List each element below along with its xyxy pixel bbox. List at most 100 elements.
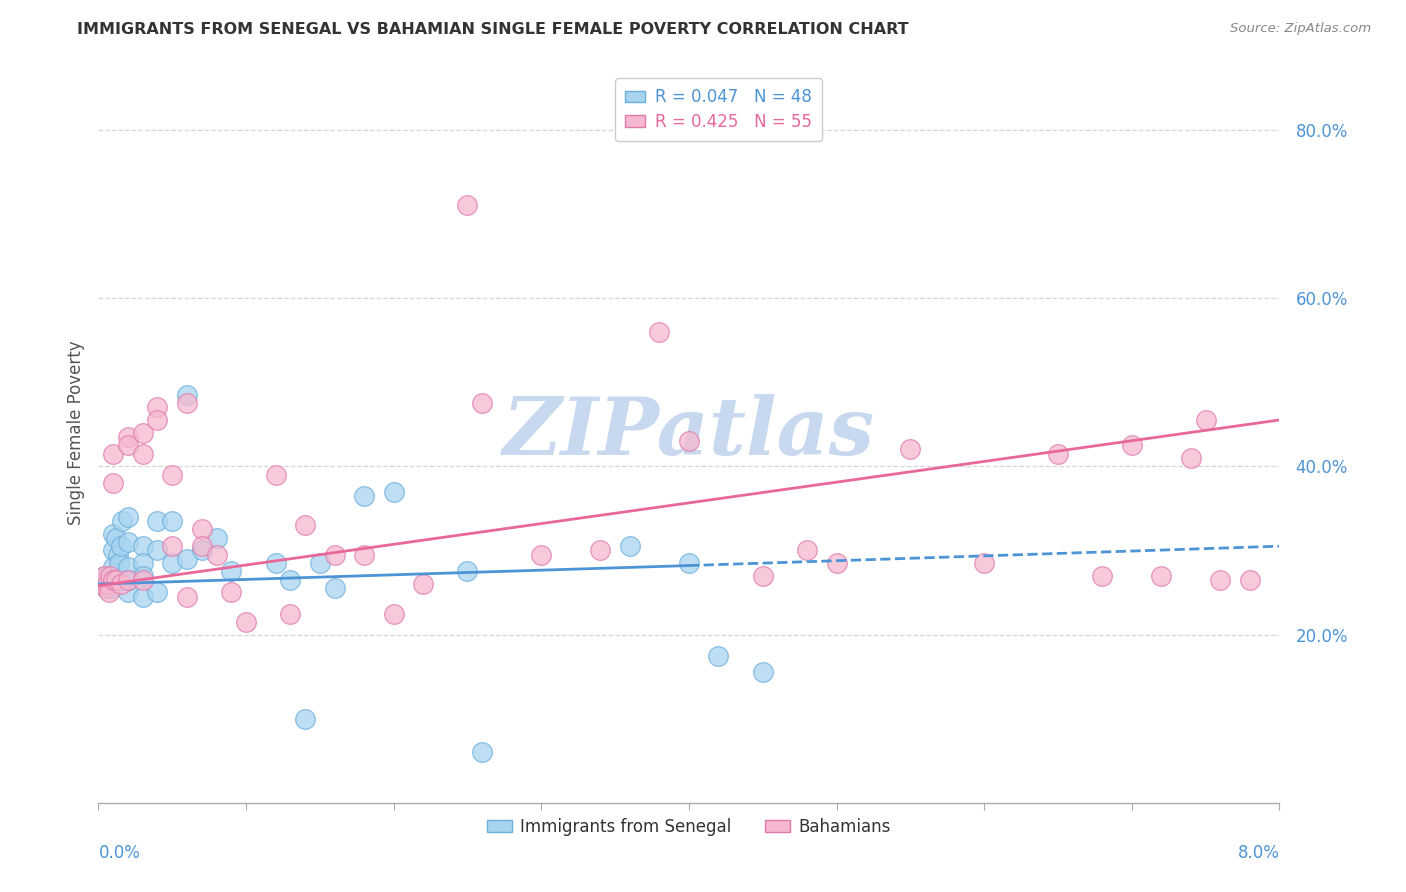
Point: [110, 539, 132, 553]
Text: 0.0%: 0.0%: [98, 844, 141, 862]
Point: [1209, 573, 1232, 587]
Point: [471, 396, 494, 410]
Point: [353, 548, 375, 562]
Point: [457, 198, 479, 212]
Point: [900, 442, 922, 457]
Point: [176, 396, 198, 410]
Point: [132, 573, 155, 587]
Point: [752, 665, 775, 680]
Point: [205, 531, 228, 545]
Point: [176, 388, 198, 402]
Point: [162, 539, 183, 553]
Point: [117, 509, 139, 524]
Point: [108, 556, 131, 570]
Point: [162, 467, 183, 482]
Point: [132, 590, 155, 604]
Point: [146, 585, 169, 599]
Point: [96, 568, 118, 582]
Text: Source: ZipAtlas.com: Source: ZipAtlas.com: [1230, 22, 1371, 36]
Point: [107, 548, 129, 562]
Point: [103, 526, 125, 541]
Point: [132, 425, 155, 440]
Point: [117, 573, 139, 587]
Point: [323, 548, 346, 562]
Point: [457, 565, 479, 579]
Point: [97, 585, 120, 599]
Point: [96, 577, 118, 591]
Point: [1195, 413, 1218, 427]
Text: IMMIGRANTS FROM SENEGAL VS BAHAMIAN SINGLE FEMALE POVERTY CORRELATION CHART: IMMIGRANTS FROM SENEGAL VS BAHAMIAN SING…: [77, 22, 908, 37]
Point: [146, 514, 169, 528]
Point: [103, 573, 125, 587]
Point: [91, 570, 114, 584]
Point: [235, 615, 257, 629]
Point: [94, 581, 117, 595]
Point: [103, 543, 125, 558]
Point: [117, 585, 139, 599]
Point: [382, 484, 405, 499]
Point: [1150, 568, 1173, 582]
Point: [191, 522, 214, 536]
Point: [221, 565, 243, 579]
Point: [90, 573, 112, 587]
Point: [294, 518, 316, 533]
Point: [707, 648, 730, 663]
Point: [132, 568, 155, 582]
Point: [1121, 438, 1143, 452]
Point: [796, 543, 818, 558]
Point: [90, 573, 112, 587]
Point: [110, 577, 132, 591]
Point: [162, 556, 183, 570]
Point: [98, 568, 121, 582]
Point: [176, 551, 198, 566]
Point: [825, 556, 848, 570]
Point: [648, 325, 671, 339]
Point: [264, 467, 287, 482]
Point: [117, 535, 139, 549]
Point: [132, 447, 155, 461]
Point: [309, 556, 332, 570]
Point: [294, 712, 316, 726]
Point: [353, 489, 375, 503]
Point: [117, 573, 139, 587]
Point: [221, 585, 243, 599]
Point: [146, 401, 169, 415]
Point: [589, 543, 612, 558]
Point: [280, 607, 302, 621]
Point: [973, 556, 995, 570]
Point: [530, 548, 553, 562]
Text: ZIPatlas: ZIPatlas: [503, 394, 875, 471]
Point: [146, 543, 169, 558]
Point: [382, 607, 405, 621]
Point: [103, 476, 125, 491]
Point: [280, 573, 302, 587]
Point: [105, 573, 128, 587]
Point: [97, 570, 120, 584]
Point: [752, 568, 775, 582]
Point: [1180, 450, 1202, 465]
Point: [678, 434, 700, 448]
Point: [117, 560, 139, 574]
Point: [93, 577, 115, 591]
Legend: Immigrants from Senegal, Bahamians: Immigrants from Senegal, Bahamians: [481, 811, 897, 843]
Point: [191, 543, 214, 558]
Point: [619, 539, 641, 553]
Point: [93, 568, 115, 582]
Point: [103, 560, 125, 574]
Point: [132, 539, 155, 553]
Point: [176, 590, 198, 604]
Point: [111, 514, 134, 528]
Point: [132, 556, 155, 570]
Point: [1091, 568, 1114, 582]
Point: [105, 531, 128, 545]
Point: [146, 413, 169, 427]
Point: [162, 514, 183, 528]
Point: [103, 447, 125, 461]
Point: [471, 745, 494, 759]
Point: [1239, 573, 1261, 587]
Point: [117, 430, 139, 444]
Point: [678, 556, 700, 570]
Text: 8.0%: 8.0%: [1237, 844, 1279, 862]
Point: [205, 548, 228, 562]
Point: [1046, 447, 1070, 461]
